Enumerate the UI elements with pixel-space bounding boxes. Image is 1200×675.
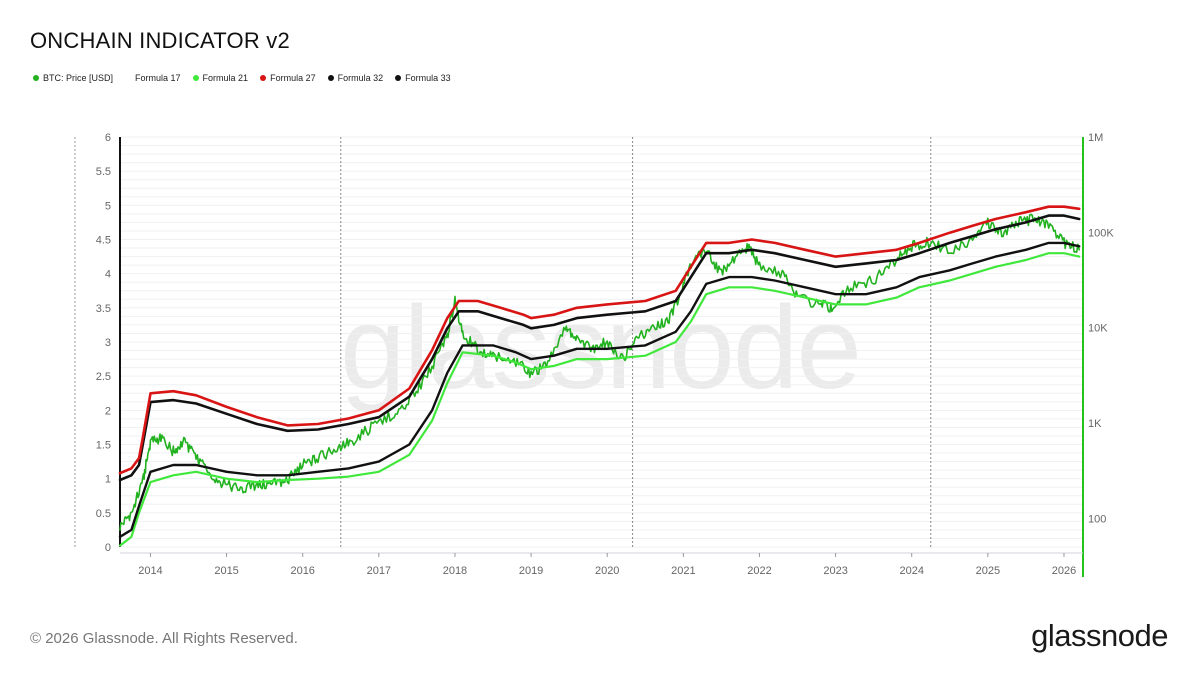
chart-title: ONCHAIN INDICATOR v2	[30, 28, 290, 53]
legend-label: Formula 17	[135, 73, 181, 83]
y-left-tick-label: 2.5	[96, 371, 111, 383]
series-line-f27	[118, 205, 1081, 475]
x-tick-label: 2024	[899, 565, 923, 577]
legend-item[interactable]: BTC: Price [USD]	[33, 73, 113, 83]
series-line-price	[119, 213, 1080, 531]
legend-item[interactable]: Formula 21	[192, 73, 249, 83]
y-left-tick-label: 2	[105, 405, 111, 417]
y-left-tick-label: 0	[105, 542, 111, 554]
y-left-tick-label: 3.5	[96, 303, 111, 315]
series	[118, 205, 1081, 547]
legend-marker	[327, 75, 334, 81]
y-right-tick-label: 100	[1088, 513, 1106, 525]
legend-label: Formula 27	[270, 73, 316, 83]
legend-item[interactable]: Formula 32	[327, 73, 384, 83]
legend-item[interactable]: Formula 33	[395, 73, 451, 83]
y-left-tick-label: 4	[105, 269, 111, 281]
legend-marker	[125, 75, 132, 81]
x-tick-label: 2022	[747, 565, 771, 577]
x-tick-label: 2025	[976, 565, 1000, 577]
y-left-tick-label: 1	[105, 474, 111, 486]
y-right-tick-label: 100K	[1088, 227, 1114, 239]
grid	[120, 136, 1083, 548]
y-right-tick-label: 10K	[1088, 323, 1108, 335]
y-left-tick-label: 4.5	[96, 235, 111, 247]
x-tick-label: 2026	[1052, 565, 1076, 577]
x-tick-label: 2015	[214, 565, 238, 577]
legend-label: Formula 32	[337, 73, 384, 83]
legend-marker	[260, 75, 267, 81]
y-left-tick-label: 6	[105, 132, 111, 144]
x-tick-label: 2016	[290, 565, 314, 577]
x-tick-label: 2021	[671, 565, 695, 577]
legend-label: Formula 33	[405, 73, 451, 83]
x-tick-label: 2019	[519, 565, 543, 577]
legend-item[interactable]: Formula 17	[125, 73, 181, 83]
legend: BTC: Price [USD] Formula 17 Formula 21 Form…	[33, 73, 463, 83]
halving-lines	[340, 137, 932, 547]
x-tick-label: 2017	[367, 565, 391, 577]
y-left-tick-label: 1.5	[96, 440, 111, 452]
x-tick-label: 2020	[595, 565, 619, 577]
x-tick-label: 2023	[823, 565, 847, 577]
y-left-tick-label: 0.5	[96, 508, 111, 520]
copyright: © 2026 Glassnode. All Rights Reserved.	[30, 630, 298, 647]
legend-label: BTC: Price [USD]	[43, 73, 114, 83]
brand-logo: glassnode	[1031, 618, 1168, 653]
legend-marker	[395, 75, 402, 81]
y-left-tick-label: 3	[105, 337, 111, 349]
series-line-f32	[118, 241, 1081, 538]
legend-item[interactable]: Formula 27	[260, 73, 316, 83]
series-line-f33	[118, 214, 1081, 482]
y-left-tick-label: 5	[105, 200, 111, 212]
y-left-tick-label: 5.5	[96, 166, 111, 178]
x-tick-label: 2018	[443, 565, 467, 577]
x-tick-label: 2014	[138, 565, 162, 577]
y-right-tick-label: 1M	[1088, 132, 1103, 144]
series-line-f21	[118, 252, 1081, 547]
legend-marker	[33, 75, 39, 81]
y-right-tick-label: 1K	[1088, 418, 1102, 430]
legend-label: Formula 21	[202, 73, 249, 83]
legend-marker	[192, 75, 199, 81]
